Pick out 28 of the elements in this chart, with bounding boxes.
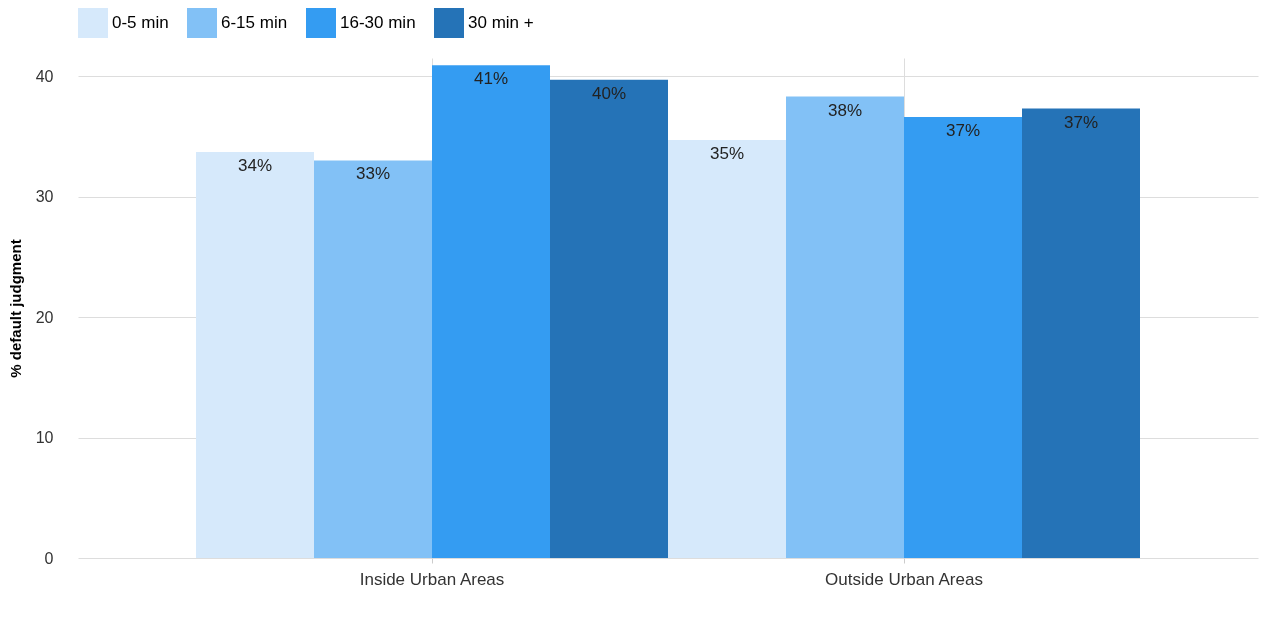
y-tick-label: 10 bbox=[35, 429, 54, 447]
data-label: 37% bbox=[945, 121, 981, 141]
data-label: 37% bbox=[1063, 112, 1099, 132]
x-tick-label: Inside Urban Areas bbox=[359, 569, 505, 589]
data-label: 35% bbox=[709, 143, 745, 163]
data-label: 41% bbox=[473, 69, 509, 89]
bar bbox=[550, 79, 668, 558]
legend-label: 16-30 min bbox=[340, 13, 416, 32]
bar bbox=[668, 139, 786, 558]
y-tick-label: 40 bbox=[35, 67, 54, 85]
y-tick-label: 30 bbox=[35, 188, 54, 206]
bar bbox=[314, 160, 432, 558]
bar bbox=[432, 65, 550, 558]
data-label: 38% bbox=[827, 100, 863, 120]
y-axis-title: % default judgment bbox=[6, 239, 24, 378]
bar bbox=[786, 96, 904, 558]
data-label: 40% bbox=[591, 83, 627, 103]
y-tick-label: 20 bbox=[35, 308, 54, 326]
x-tick-label: Outside Urban Areas bbox=[825, 569, 983, 589]
bar bbox=[904, 117, 1022, 558]
legend-label: 6-15 min bbox=[221, 13, 288, 32]
bar bbox=[1022, 108, 1140, 558]
data-label: 33% bbox=[355, 164, 391, 184]
data-label: 34% bbox=[237, 155, 273, 175]
legend-label: 0-5 min bbox=[112, 13, 169, 32]
legend-label: 30 min + bbox=[468, 13, 534, 32]
y-tick-label: 0 bbox=[44, 549, 54, 567]
bar bbox=[196, 151, 314, 558]
